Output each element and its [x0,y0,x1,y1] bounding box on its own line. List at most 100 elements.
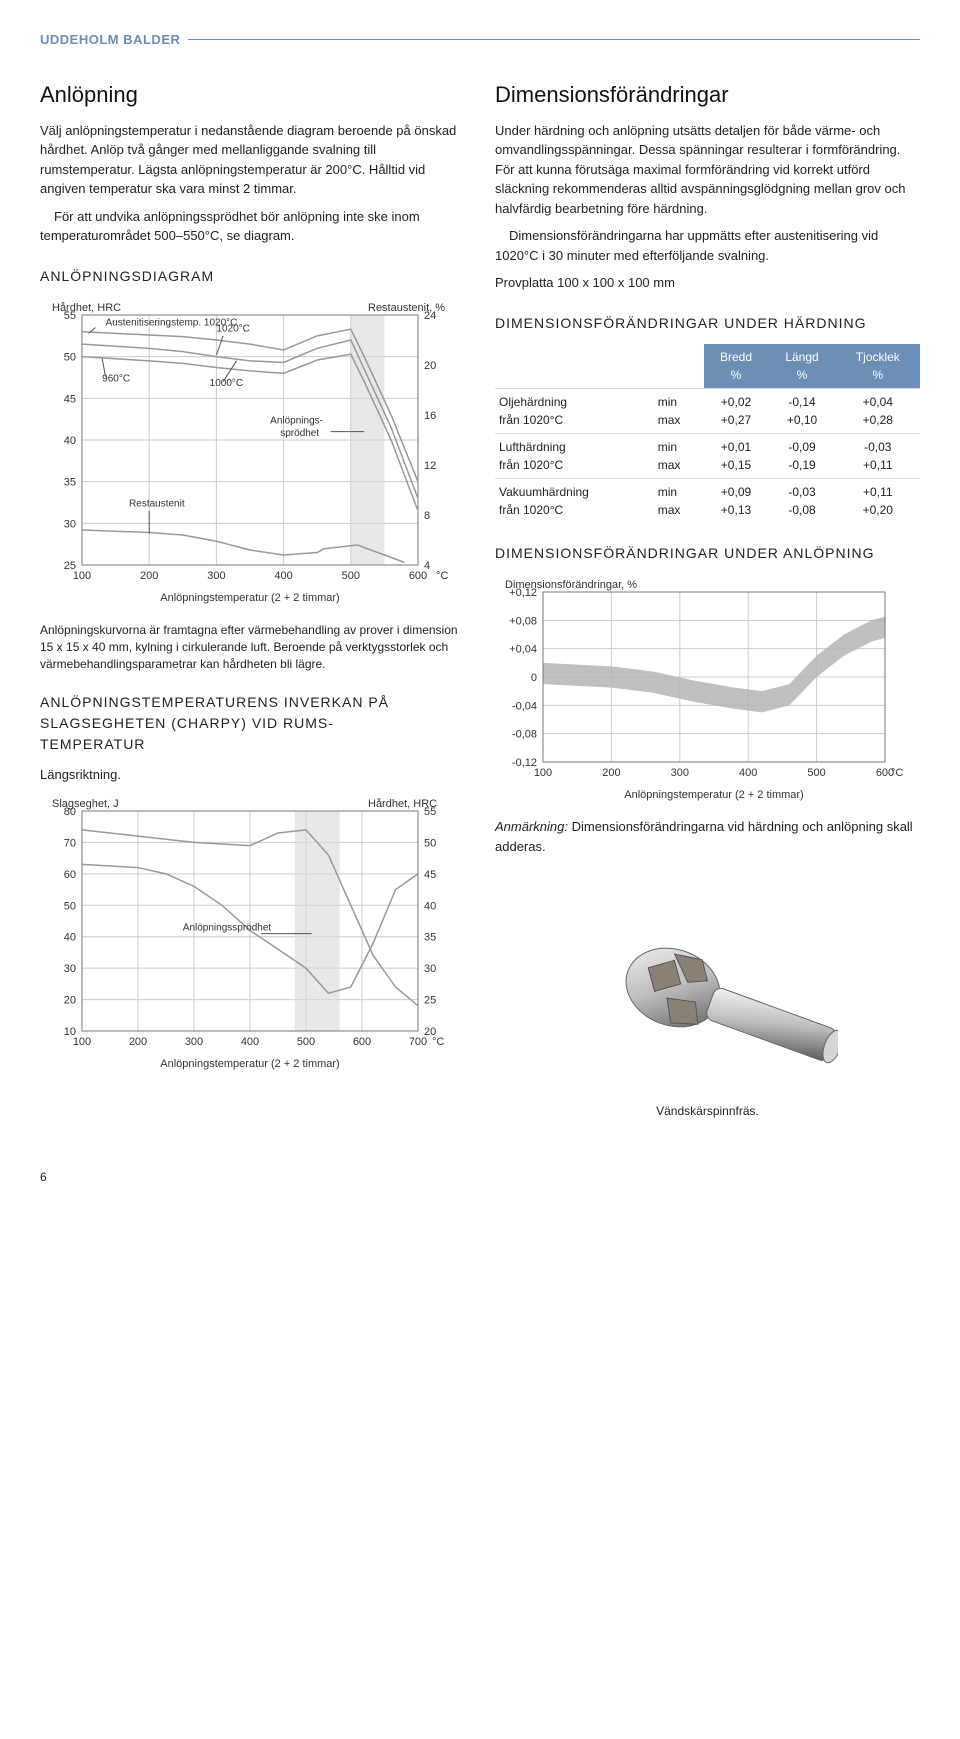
photo-caption: Vändskärspinnfräs. [656,1102,759,1120]
right-column: Dimensionsförändringar Under härdning oc… [495,78,920,1129]
svg-text:20: 20 [424,360,436,372]
chart1-caption: Anlöpningskurvorna är framtagna efter vä… [40,622,465,672]
svg-text:35: 35 [64,476,76,488]
svg-text:Anlöpningstemperatur (2 + 2 ti: Anlöpningstemperatur (2 + 2 timmar) [160,1058,339,1070]
svg-text:-0,12: -0,12 [512,757,537,769]
dim-note: Anmärkning: Dimensionsförändringarna vid… [495,817,920,856]
svg-text:+0,08: +0,08 [509,615,537,627]
svg-text:25: 25 [424,994,436,1006]
tool-photo: Vändskärspinnfräs. [495,916,920,1128]
svg-text:300: 300 [671,767,689,779]
svg-text:30: 30 [64,518,76,530]
svg-text:1020°C: 1020°C [216,323,249,334]
table-cell: +0,11 +0,20 [836,478,920,523]
table-header: Bredd % [704,344,769,389]
svg-text:1000°C: 1000°C [210,377,243,388]
svg-text:50: 50 [424,837,436,849]
table-cell: min max [654,478,704,523]
h-tbl1: DIMENSIONSFÖRÄNDRINGAR UNDER HÄRDNING [495,313,920,334]
svg-text:10: 10 [64,1026,76,1038]
table-row: Vakuumhärdning från 1020°Cmin max+0,09 +… [495,478,920,523]
svg-text:960°C: 960°C [102,373,130,384]
h-dimensions: Dimensionsförändringar [495,78,920,111]
svg-text:400: 400 [739,767,757,779]
svg-text:Anlöpningstemperatur (2 + 2 ti: Anlöpningstemperatur (2 + 2 timmar) [624,789,803,801]
svg-text:-0,08: -0,08 [512,728,537,740]
svg-text:20: 20 [64,994,76,1006]
chart-impact: 1002003004005006007001020304050607080202… [40,793,465,1079]
note-prefix: Anmärkning: [495,819,568,834]
table-cell: -0,03 +0,11 [836,433,920,478]
chart-impact-svg: 1002003004005006007001020304050607080202… [40,793,460,1073]
svg-text:200: 200 [602,767,620,779]
svg-text:Slagseghet, J: Slagseghet, J [52,798,119,810]
svg-text:70: 70 [64,837,76,849]
svg-text:30: 30 [64,963,76,975]
chart-tempering: 1002003004005006002530354045505548121620… [40,297,465,613]
table-cell: min max [654,388,704,433]
svg-text:°C: °C [891,767,903,779]
table-header: Tjocklek % [836,344,920,389]
table-header [495,344,654,389]
svg-text:Anlöpnings-: Anlöpnings- [270,415,323,426]
svg-text:4: 4 [424,560,430,572]
table-hardening: Bredd %Längd %Tjocklek %Oljehärdning frå… [495,344,920,523]
svg-text:Restaustenit: Restaustenit [129,498,185,509]
chart-dimchange: 100200300400500600-0,12-0,08-0,040+0,04+… [495,574,920,810]
svg-text:40: 40 [64,932,76,944]
table-header: Längd % [768,344,835,389]
svg-text:45: 45 [424,869,436,881]
mill-cutter-icon [578,916,838,1096]
table-cell: -0,03 -0,08 [768,478,835,523]
svg-text:12: 12 [424,460,436,472]
svg-text:400: 400 [241,1036,259,1048]
table-cell: -0,09 -0,19 [768,433,835,478]
svg-text:16: 16 [424,410,436,422]
svg-text:0: 0 [531,672,537,684]
main-columns: Anlöpning Välj anlöpningstemperatur i ne… [40,78,920,1129]
table-cell: Lufthärdning från 1020°C [495,433,654,478]
svg-text:200: 200 [129,1036,147,1048]
anlopning-p2: För att undvika anlöpningssprödhet bör a… [40,207,465,246]
svg-text:40: 40 [424,900,436,912]
svg-text:30: 30 [424,963,436,975]
svg-text:°C: °C [436,570,448,582]
header-rule [188,39,920,40]
svg-text:Dimensionsförändringar, %: Dimensionsförändringar, % [505,579,637,591]
page-number: 6 [40,1168,920,1186]
table-header [654,344,704,389]
table-cell: -0,14 +0,10 [768,388,835,433]
table-cell: +0,09 +0,13 [704,478,769,523]
dim-p2: Dimensionsförändringarna har uppmätts ef… [495,226,920,265]
svg-text:45: 45 [64,393,76,405]
chart-dimchange-svg: 100200300400500600-0,12-0,08-0,040+0,04+… [495,574,915,804]
svg-text:-0,04: -0,04 [512,700,537,712]
svg-text:500: 500 [807,767,825,779]
h-impact: ANLÖPNINGSTEMPERATURENS INVERKAN PÅ SLAG… [40,692,465,755]
chart-tempering-svg: 1002003004005006002530354045505548121620… [40,297,460,607]
svg-text:500: 500 [342,570,360,582]
dim-p1: Under härdning och anlöpning utsätts det… [495,121,920,219]
h-tbl2: DIMENSIONSFÖRÄNDRINGAR UNDER ANLÖPNING [495,543,920,564]
svg-text:8: 8 [424,510,430,522]
svg-text:600: 600 [353,1036,371,1048]
svg-text:Anlöpningstemperatur (2 + 2 ti: Anlöpningstemperatur (2 + 2 timmar) [160,592,339,604]
anlopning-p1: Välj anlöpningstemperatur i nedanstående… [40,121,465,199]
svg-text:25: 25 [64,560,76,572]
svg-text:Hårdhet, HRC: Hårdhet, HRC [52,302,121,314]
table-cell: min max [654,433,704,478]
dim-plate: Provplatta 100 x 100 x 100 mm [495,273,920,293]
table-cell: +0,01 +0,15 [704,433,769,478]
svg-text:Restaustenit, %: Restaustenit, % [368,302,445,314]
svg-text:40: 40 [64,435,76,447]
svg-text:300: 300 [185,1036,203,1048]
svg-text:Hårdhet, HRC: Hårdhet, HRC [368,798,437,810]
svg-text:500: 500 [297,1036,315,1048]
svg-text:35: 35 [424,932,436,944]
svg-text:+0,04: +0,04 [509,643,537,655]
table-row: Oljehärdning från 1020°Cmin max+0,02 +0,… [495,388,920,433]
svg-text:Anlöpningssprödhet: Anlöpningssprödhet [183,922,272,933]
svg-text:50: 50 [64,351,76,363]
table-cell: Vakuumhärdning från 1020°C [495,478,654,523]
svg-text:400: 400 [274,570,292,582]
